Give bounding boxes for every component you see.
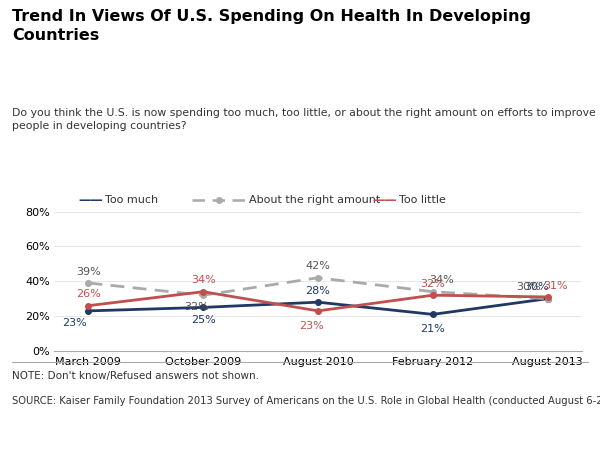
Text: 34%: 34%	[191, 275, 215, 285]
Text: NOTE: Don't know/Refused answers not shown.: NOTE: Don't know/Refused answers not sho…	[12, 371, 259, 381]
Text: 28%: 28%	[305, 286, 331, 296]
Text: ——: ——	[372, 194, 397, 207]
Text: SOURCE: Kaiser Family Foundation 2013 Survey of Americans on the U.S. Role in Gl: SOURCE: Kaiser Family Foundation 2013 Su…	[12, 396, 600, 406]
Text: ——: ——	[78, 194, 103, 207]
Text: 32%: 32%	[421, 279, 445, 289]
Text: 23%: 23%	[62, 318, 87, 328]
Text: 34%: 34%	[429, 275, 454, 285]
Text: 30%: 30%	[524, 282, 549, 292]
Text: THE HENRY J.: THE HENRY J.	[501, 403, 543, 408]
Text: 39%: 39%	[76, 267, 101, 277]
Text: About the right amount: About the right amount	[249, 195, 380, 205]
Text: KAISER FAMILY: KAISER FAMILY	[479, 414, 565, 424]
Text: FOUNDATION: FOUNDATION	[497, 429, 547, 438]
Text: 25%: 25%	[191, 315, 215, 325]
Text: 23%: 23%	[299, 321, 323, 331]
Text: 30%: 30%	[516, 282, 541, 292]
Text: Trend In Views Of U.S. Spending On Health In Developing
Countries: Trend In Views Of U.S. Spending On Healt…	[12, 9, 531, 43]
Text: 21%: 21%	[421, 324, 445, 334]
Text: Too much: Too much	[105, 195, 158, 205]
Text: 31%: 31%	[544, 281, 568, 291]
Text: 26%: 26%	[76, 289, 101, 299]
Text: Do you think the U.S. is now spending too much, too little, or about the right a: Do you think the U.S. is now spending to…	[12, 108, 600, 131]
Text: 42%: 42%	[305, 261, 331, 271]
Text: 32%: 32%	[184, 302, 209, 312]
Text: Too little: Too little	[399, 195, 446, 205]
